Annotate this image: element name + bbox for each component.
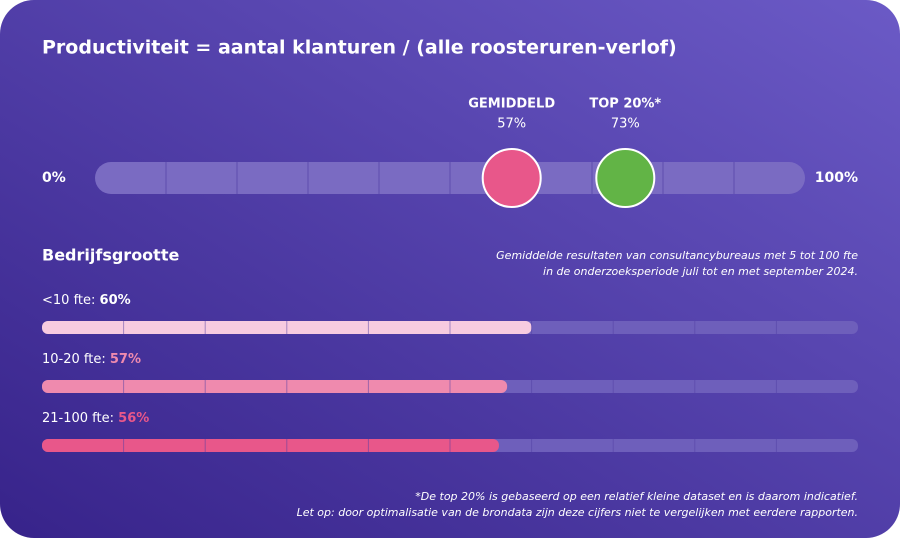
- legend-label: GEMIDDELD: [468, 97, 555, 112]
- marker: [481, 148, 542, 208]
- axis-end-label: 0%: [42, 170, 66, 186]
- category-label: 10-20 fte:: [42, 352, 106, 367]
- value-label: 57%: [110, 352, 141, 367]
- footnote: Let op: door optimalisatie van de bronda…: [297, 506, 858, 519]
- category-label: 21-100 fte:: [42, 411, 114, 426]
- bar-label: <10 fte: 60%: [42, 293, 131, 308]
- value-label: 56%: [118, 411, 149, 426]
- bar: [42, 380, 508, 393]
- note: Gemiddelde resultaten van consultancybur…: [496, 249, 858, 262]
- footnote: *De top 20% is gebaseerd op een relatief…: [415, 490, 858, 503]
- legend-label: TOP 20%*: [589, 97, 661, 112]
- category-label: <10 fte:: [42, 293, 95, 308]
- bar: [42, 439, 499, 452]
- title: Productiviteit = aantal klanturen / (all…: [42, 37, 677, 59]
- marker: [595, 148, 656, 208]
- section-title: Bedrijfsgrootte: [42, 246, 179, 265]
- bar-label: 10-20 fte: 57%: [42, 352, 141, 367]
- value-label: 60%: [100, 293, 131, 308]
- bar-label: 21-100 fte: 56%: [42, 411, 149, 426]
- note: in de onderzoeksperiode juli tot en met …: [543, 265, 858, 278]
- value-label: 57%: [497, 117, 526, 132]
- axis-end-label: 100%: [815, 170, 858, 186]
- value-label: 73%: [611, 117, 640, 132]
